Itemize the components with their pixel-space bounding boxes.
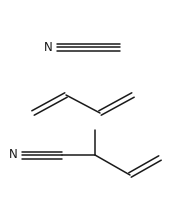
Text: N: N <box>9 149 17 162</box>
Text: N: N <box>44 41 52 54</box>
